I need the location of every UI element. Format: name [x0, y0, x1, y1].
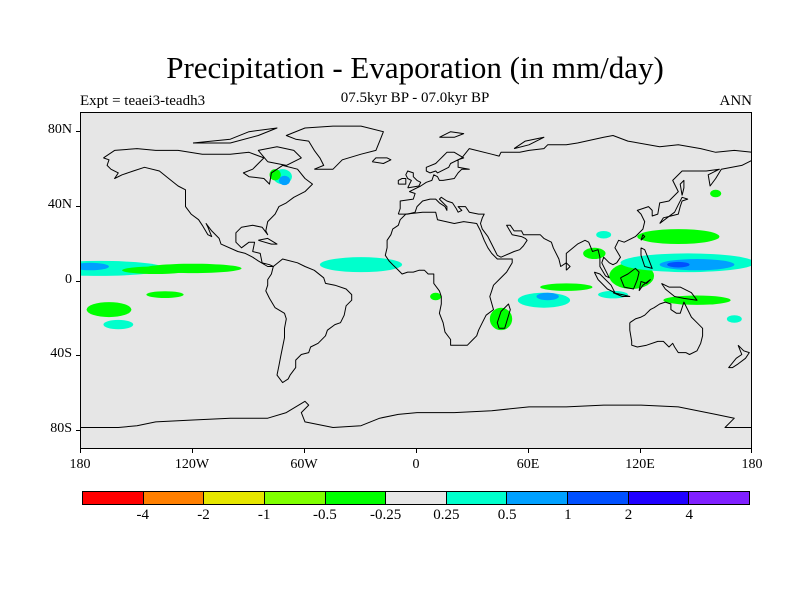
- colorbar-swatch: [264, 492, 326, 504]
- colorbar-swatch: [83, 492, 144, 504]
- anomaly-hudson-bay-2: [278, 175, 291, 186]
- anomaly-northwest-pacific: [637, 229, 720, 245]
- colorbar-label: -0.25: [370, 507, 402, 523]
- coastline-greenland: [285, 125, 384, 170]
- coastline-iceland: [371, 157, 392, 164]
- coastline-north-america: [103, 148, 313, 267]
- anomaly-east-pacific-band-2: [122, 266, 190, 275]
- world-map: [81, 125, 751, 428]
- anomaly-north-pacific-small: [710, 189, 722, 198]
- anomaly-north-pacific-itcz-core: [81, 262, 109, 271]
- lon-tick: [416, 449, 417, 453]
- colorbar-label: -4: [136, 507, 149, 523]
- coastline-java: [612, 292, 631, 297]
- lat-tick: [76, 430, 80, 432]
- anomaly-layer: [81, 169, 751, 331]
- lat-tick: [76, 355, 80, 357]
- colorbar-swatch: [325, 492, 387, 504]
- colorbar-label: -2: [197, 507, 210, 523]
- lon-tick: [192, 449, 193, 453]
- anomaly-south-pacific-2: [103, 319, 134, 330]
- coastline-africa: [384, 211, 513, 346]
- colorbar: [82, 491, 750, 505]
- anomaly-west-pacific-deep: [667, 261, 690, 268]
- coastline-madagascar: [496, 303, 511, 329]
- lon-tick: [304, 449, 305, 453]
- lat-tick-label: 40S: [50, 346, 72, 362]
- anomaly-bay-of-bengal: [583, 247, 606, 260]
- colorbar-swatch: [628, 492, 690, 504]
- anomaly-south-china-sea: [596, 230, 612, 239]
- colorbar-swatch: [386, 492, 447, 504]
- coastline-south-america: [265, 258, 353, 384]
- anomaly-west-pacific-core: [659, 259, 735, 271]
- coastline-sakhalin: [679, 179, 685, 196]
- colorbar-swatch: [204, 492, 265, 504]
- colorbar-label: -0.5: [313, 507, 337, 523]
- lon-tick-label: 120E: [625, 457, 655, 472]
- lat-tick-label: 80S: [50, 421, 72, 437]
- lon-tick: [751, 449, 752, 453]
- colorbar-swatch: [568, 492, 629, 504]
- lat-tick: [76, 280, 80, 282]
- colorbar-swatch: [507, 492, 569, 504]
- coastline-ireland: [397, 178, 407, 185]
- coastline-novaya-zemlya: [513, 136, 545, 150]
- lat-tick: [76, 130, 80, 132]
- coastlines: [81, 125, 751, 428]
- anomaly-south-pacific-1: [86, 302, 132, 318]
- coastline-australia: [629, 301, 704, 355]
- colorbar-swatch: [143, 492, 205, 504]
- map-panel: [80, 112, 752, 449]
- lon-tick-label: 0: [412, 457, 420, 472]
- coastline-antarctica: [81, 400, 751, 428]
- coastline-eurasia: [397, 135, 751, 279]
- map-subtitle: 07.5kyr BP - 07.0kyr BP: [340, 90, 490, 106]
- lon-tick: [640, 449, 641, 453]
- coastline-taiwan: [640, 234, 646, 241]
- coastline-sulawesi: [638, 279, 651, 292]
- anomaly-indonesia-blue: [598, 290, 628, 299]
- lon-tick: [80, 449, 81, 453]
- coastline-uk: [405, 170, 422, 189]
- lon-tick-label: 180: [69, 457, 91, 472]
- colorbar-swatch: [446, 492, 508, 504]
- coastline-new-zealand: [728, 344, 750, 369]
- lat-tick-label: 40N: [47, 196, 72, 212]
- coastline-sri-lanka: [565, 262, 571, 271]
- colorbar-label: 4: [685, 507, 694, 523]
- coastline-philippines: [640, 247, 653, 269]
- map-title: Precipitation - Evaporation (in mm/day): [166, 50, 664, 85]
- coastline-cuba: [258, 237, 278, 245]
- anomaly-south-pacific-3: [146, 291, 184, 298]
- coastline-baffin: [257, 146, 302, 166]
- colorbar-label: 2: [624, 507, 633, 523]
- lat-tick-label: 0: [65, 271, 72, 287]
- lat-tick-label: 80N: [47, 121, 72, 137]
- colorbar-label: 0.5: [497, 507, 517, 523]
- colorbar-label: 1: [564, 507, 572, 523]
- anomaly-indian-ocean-green: [540, 283, 593, 291]
- colorbar-swatch: [689, 492, 750, 504]
- anomaly-atlantic-itcz: [319, 257, 403, 273]
- coastline-japan: [659, 196, 689, 224]
- anomaly-indian-ocean-south-2: [536, 292, 559, 301]
- lon-tick-label: 120W: [174, 457, 210, 472]
- anomaly-west-africa: [430, 292, 442, 301]
- coastline-new-guinea: [661, 282, 698, 301]
- lat-tick: [76, 205, 80, 207]
- coastline-arctic-islands: [192, 127, 278, 144]
- anomaly-madagascar: [489, 307, 513, 331]
- lon-tick: [528, 449, 529, 453]
- colorbar-label: 0.25: [433, 507, 460, 523]
- experiment-label: Expt = teaei3-teadh3: [80, 93, 206, 109]
- colorbar-label: -1: [257, 507, 271, 523]
- coastline-borneo: [620, 267, 640, 290]
- lon-tick-label: 60E: [516, 457, 540, 472]
- coastline-svalbard: [439, 131, 465, 138]
- season-label: ANN: [719, 93, 753, 109]
- lon-tick-label: 60W: [290, 457, 318, 472]
- lon-tick-label: 180: [741, 457, 763, 472]
- anomaly-coral-sea: [726, 315, 742, 323]
